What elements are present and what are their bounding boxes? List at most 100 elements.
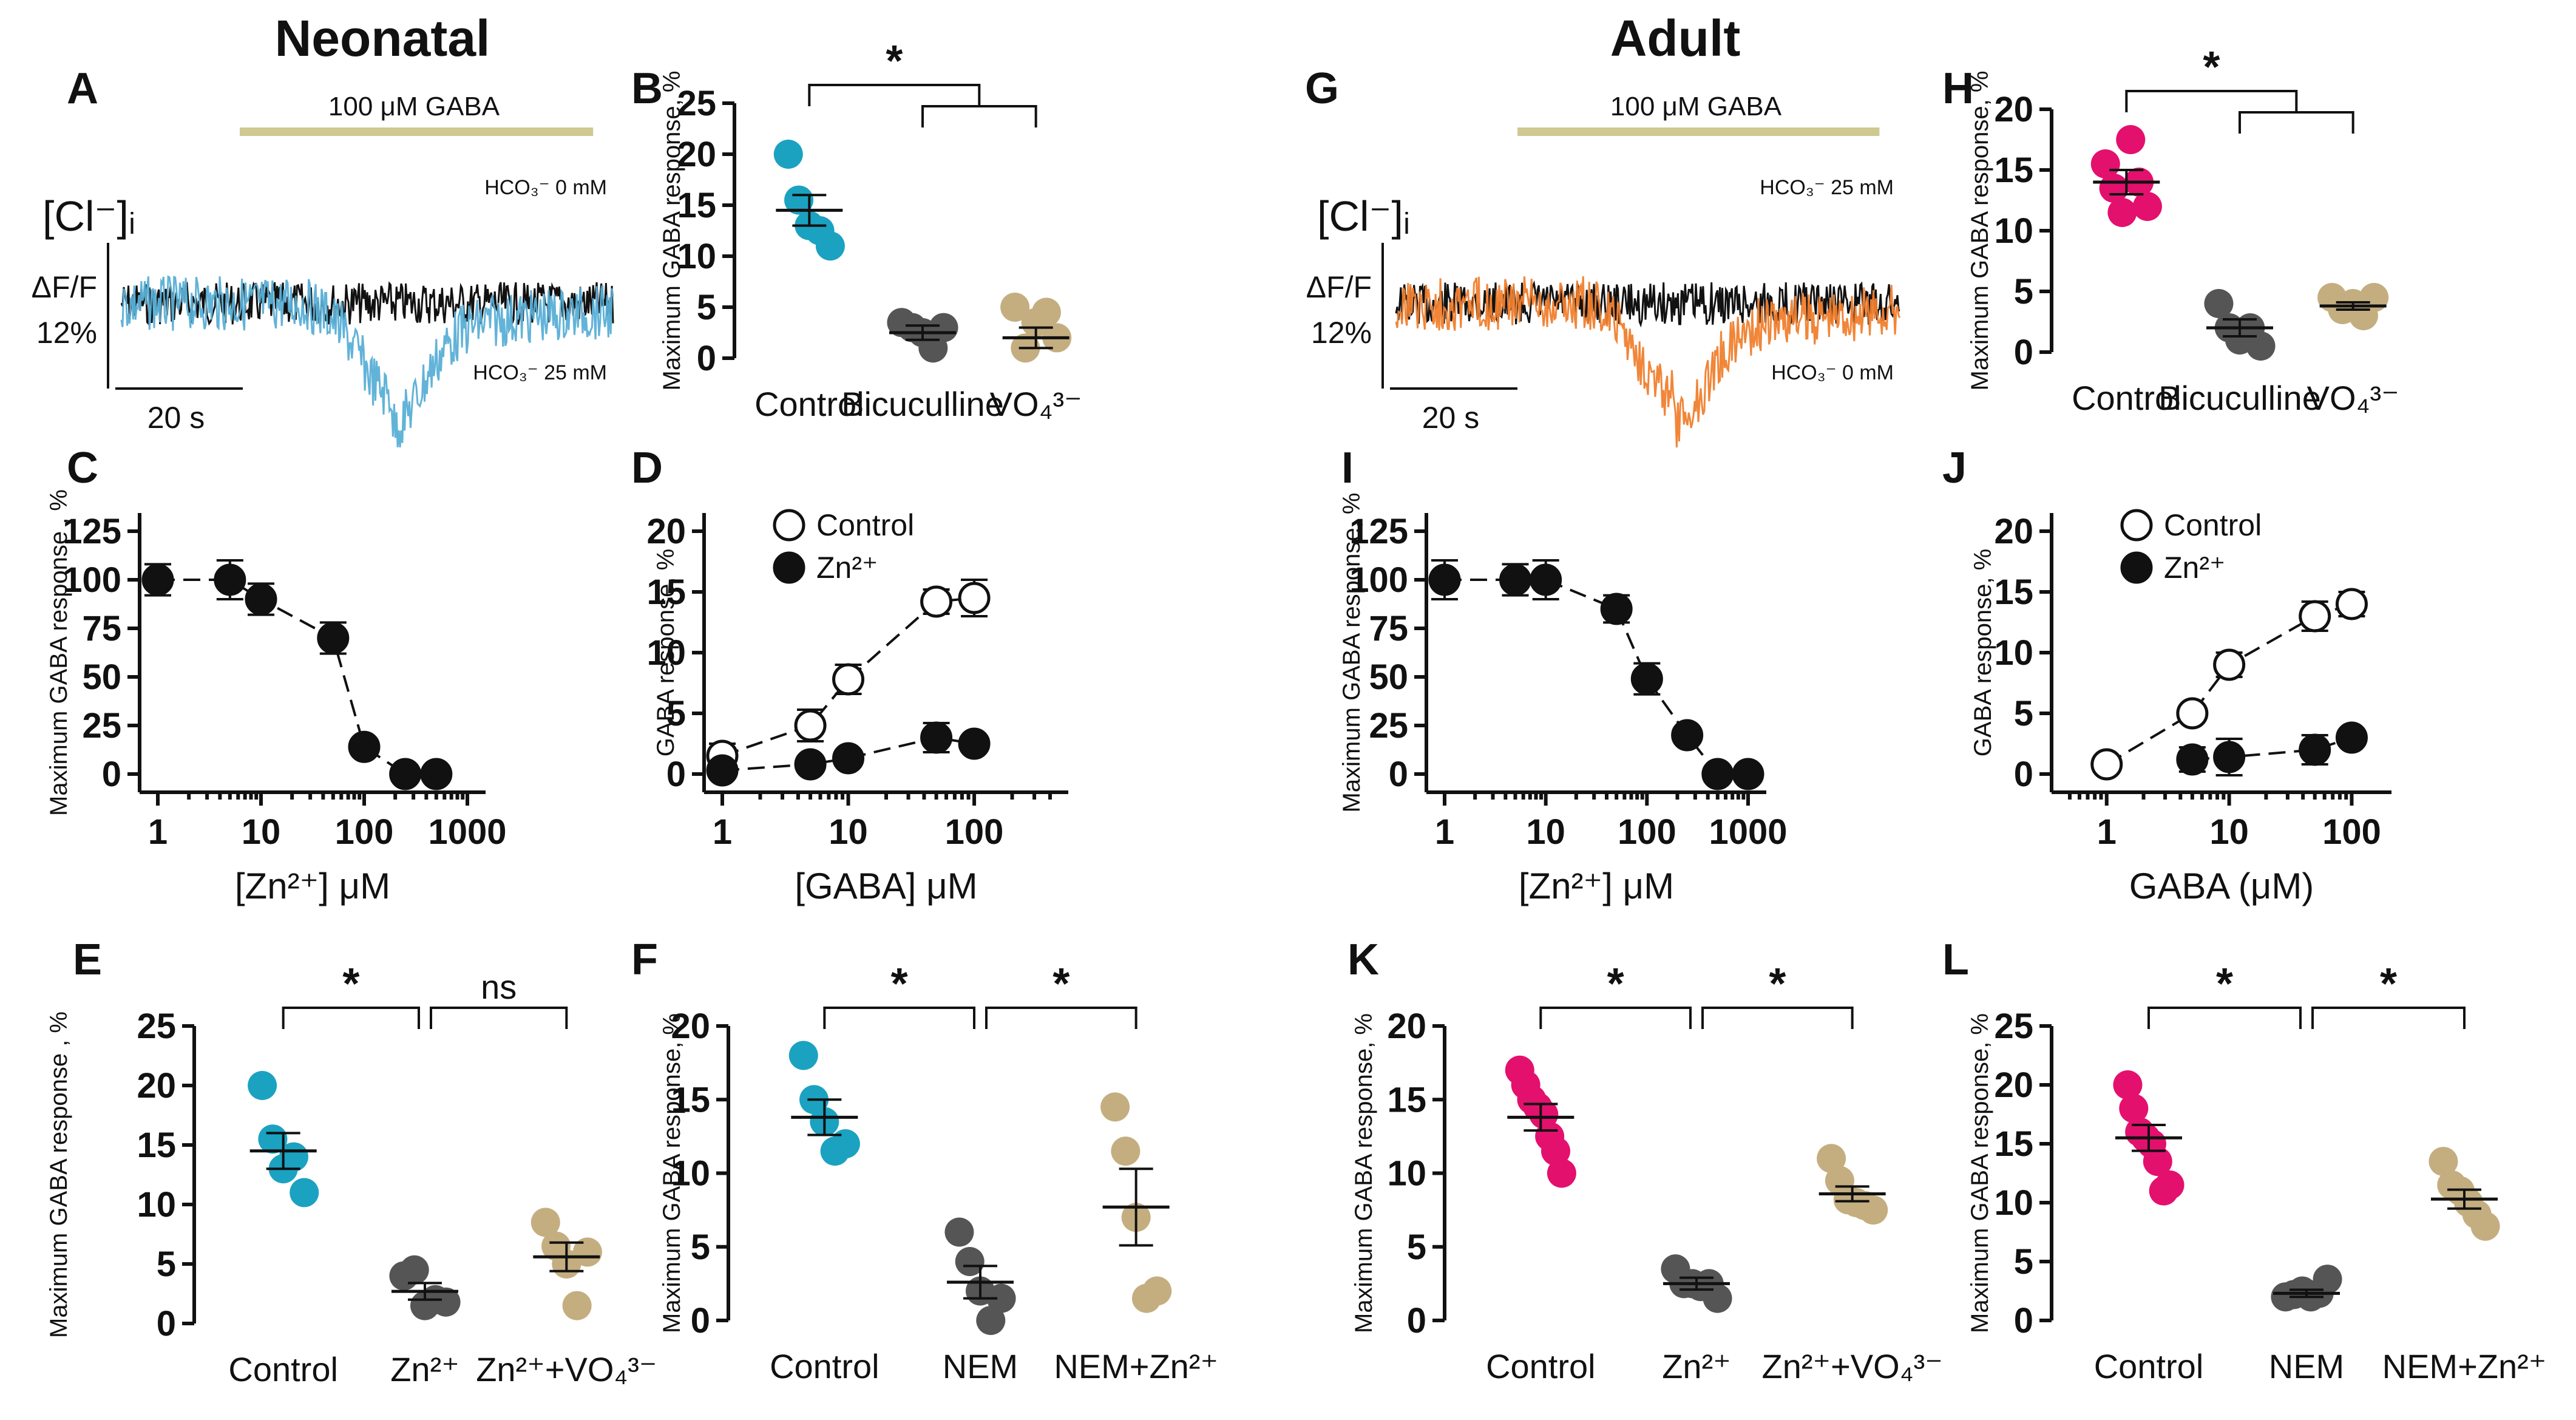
sig-bracket bbox=[430, 1007, 568, 1029]
scale-y-value: 12% bbox=[36, 316, 97, 350]
y-tick-label: 0 bbox=[691, 1301, 710, 1340]
data-point bbox=[2213, 741, 2246, 773]
data-point bbox=[788, 1041, 818, 1070]
data-point bbox=[2213, 648, 2246, 681]
y-tick-label: 15 bbox=[671, 1080, 710, 1119]
data-point bbox=[389, 758, 422, 790]
x-category-label: Control bbox=[228, 1350, 338, 1388]
sig-bracket bbox=[985, 1007, 1137, 1029]
data-point bbox=[794, 748, 827, 781]
legend-marker bbox=[2120, 551, 2153, 584]
y-tick-label: 20 bbox=[1994, 90, 2033, 129]
data-point bbox=[2359, 283, 2389, 312]
y-tick-label: 5 bbox=[697, 288, 716, 327]
data-point bbox=[1530, 563, 1562, 596]
data-point bbox=[1703, 1283, 1732, 1313]
data-point bbox=[1000, 293, 1030, 322]
data-point bbox=[920, 585, 953, 618]
data-point bbox=[1031, 297, 1061, 327]
x-tick-label: 10 bbox=[2209, 812, 2249, 852]
sig-bracket bbox=[1539, 1007, 1692, 1029]
sig-marker: ns bbox=[481, 968, 517, 1006]
data-point bbox=[562, 1291, 592, 1320]
data-point bbox=[1732, 758, 1764, 790]
panel-label: A bbox=[67, 64, 98, 113]
sig-marker: * bbox=[2203, 43, 2220, 92]
panel-E: E 0 5 10 15 20 25 Maximum GABA response , % Cont… bbox=[46, 936, 657, 1388]
trace-label: HCO₃⁻ 25 mM bbox=[473, 361, 607, 384]
sig-marker: * bbox=[2380, 960, 2397, 1008]
data-point bbox=[706, 754, 739, 787]
y-tick-label: 25 bbox=[82, 706, 121, 746]
scale-x-label: 20 s bbox=[147, 401, 205, 435]
panel-label: C bbox=[67, 444, 98, 492]
data-point bbox=[1547, 1158, 1576, 1188]
trace-test bbox=[120, 275, 614, 448]
sig-bracket bbox=[921, 105, 1037, 127]
data-point bbox=[2119, 1093, 2149, 1123]
data-point bbox=[1600, 593, 1633, 625]
x-category-label: Bicuculline bbox=[2158, 379, 2321, 417]
panel-label: E bbox=[73, 936, 102, 984]
y-tick-label: 15 bbox=[646, 572, 686, 612]
scale-x-label: 20 s bbox=[1422, 401, 1480, 435]
panel-label: I bbox=[1341, 444, 1354, 492]
y-tick-label: 0 bbox=[102, 755, 121, 794]
x-category-label: Zn²⁺+VO₄³⁻ bbox=[1762, 1347, 1943, 1385]
y-tick-label: 15 bbox=[677, 186, 716, 225]
x-category-label: Control bbox=[2072, 379, 2181, 417]
data-point bbox=[920, 721, 953, 754]
panel-label: F bbox=[631, 936, 658, 984]
y-tick-label: 25 bbox=[1369, 706, 1408, 746]
y-tick-label: 0 bbox=[2014, 1301, 2033, 1340]
x-tick-label: 1000 bbox=[1709, 812, 1787, 852]
sig-bracket bbox=[2147, 1007, 2302, 1029]
y-tick-label: 10 bbox=[1994, 1183, 2033, 1223]
y-tick-label: 125 bbox=[63, 512, 121, 551]
data-point bbox=[214, 563, 246, 596]
y-tick-label: 25 bbox=[677, 84, 716, 123]
y-tick-label: 5 bbox=[2014, 694, 2033, 733]
y-tick-label: 0 bbox=[157, 1304, 176, 1344]
data-point bbox=[773, 140, 803, 169]
sig-bracket bbox=[823, 1007, 975, 1029]
legend-label: Control bbox=[2164, 508, 2262, 542]
sig-bracket bbox=[2239, 111, 2354, 134]
y-tick-label: 20 bbox=[671, 1007, 710, 1046]
data-point bbox=[431, 1287, 461, 1317]
data-point bbox=[2204, 289, 2234, 318]
x-category-label: Control bbox=[1486, 1347, 1596, 1385]
sig-marker: * bbox=[342, 960, 359, 1008]
data-point bbox=[1671, 719, 1704, 752]
x-category-label: NEM bbox=[943, 1347, 1018, 1385]
trace-label: HCO₃⁻ 25 mM bbox=[1760, 176, 1894, 199]
y-tick-label: 10 bbox=[1994, 211, 2033, 251]
data-point bbox=[2246, 331, 2276, 361]
panel-label: G bbox=[1305, 64, 1339, 113]
sig-bracket bbox=[808, 84, 981, 106]
y-axis-label: Maximum GABA response, % bbox=[1351, 1013, 1377, 1333]
title-adult: Adult bbox=[1610, 10, 1741, 67]
panel-label: J bbox=[1942, 444, 1967, 492]
data-point bbox=[1142, 1276, 1172, 1306]
sig-marker: * bbox=[1052, 960, 1069, 1008]
y-tick-label: 20 bbox=[1994, 512, 2033, 551]
data-point bbox=[290, 1178, 319, 1208]
y-axis-label: Maximum GABA response, % bbox=[1967, 1013, 1993, 1333]
legend-marker bbox=[773, 509, 805, 542]
x-category-label: Zn²⁺ bbox=[1662, 1347, 1731, 1385]
sig-marker: * bbox=[886, 37, 903, 86]
data-point bbox=[976, 1306, 1006, 1335]
x-category-label: VO₄³⁻ bbox=[990, 385, 1082, 423]
x-category-label: Zn²⁺ bbox=[390, 1350, 459, 1388]
scale-y-label: ΔF/F bbox=[32, 270, 97, 304]
x-axis-label: [GABA] μM bbox=[795, 866, 977, 906]
title-neonatal: Neonatal bbox=[275, 10, 490, 67]
y-tick-label: 50 bbox=[1369, 657, 1408, 697]
sig-bracket bbox=[1701, 1007, 1854, 1029]
data-point bbox=[1499, 563, 1531, 596]
